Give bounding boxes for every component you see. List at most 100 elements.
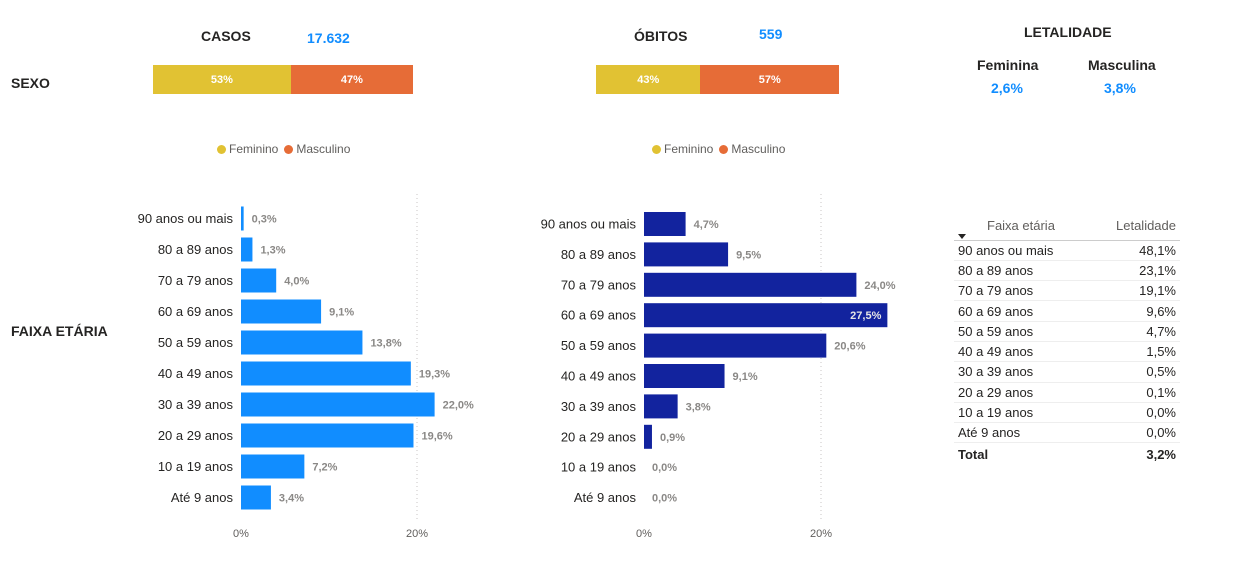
category-label: 60 a 69 anos	[158, 304, 234, 319]
x-tick-label: 0%	[233, 528, 249, 540]
legend-label-feminino: Feminino	[229, 142, 279, 156]
data-label: 19,3%	[419, 369, 450, 381]
category-label: 30 a 39 anos	[158, 397, 234, 412]
cell-letalidade: 9,6%	[1091, 300, 1180, 322]
table-row[interactable]: 80 a 89 anos 23,1%	[954, 260, 1180, 282]
obitos-masculino-segment[interactable]: 57%	[700, 65, 839, 94]
cell-letalidade: 0,1%	[1091, 382, 1180, 403]
bar[interactable]	[241, 454, 305, 479]
cell-letalidade: 1,5%	[1091, 341, 1180, 363]
casos-faixa-etaria-chart: 90 anos ou mais 0,3% 80 a 89 anos 1,3% 70 a …	[138, 194, 474, 540]
legend-item-feminino[interactable]: Feminino	[652, 142, 713, 156]
cell-faixa-etaria: 20 a 29 anos	[954, 382, 1092, 403]
data-label: 9,5%	[736, 249, 761, 261]
table-row[interactable]: 30 a 39 anos 0,5%	[954, 361, 1180, 383]
table-row[interactable]: 10 a 19 anos 0,0%	[954, 402, 1180, 424]
data-label: 1,3%	[260, 245, 285, 257]
obitos-feminino-label: 43%	[637, 73, 660, 86]
obitos-sex-bar[interactable]: 43% 57%	[596, 65, 839, 94]
table-row[interactable]: 70 a 79 anos 19,1%	[954, 280, 1180, 302]
table-row[interactable]: 20 a 29 anos 0,1%	[954, 382, 1180, 403]
bar[interactable]	[241, 206, 244, 231]
legend-label-masculino: Masculino	[731, 142, 786, 156]
cell-letalidade: 23,1%	[1091, 260, 1180, 282]
bar[interactable]	[644, 333, 827, 358]
total-label: Total	[954, 442, 1092, 465]
bar[interactable]	[241, 299, 322, 324]
table-row[interactable]: 60 a 69 anos 9,6%	[954, 300, 1180, 322]
casos-legend: Feminino Masculino	[217, 142, 356, 156]
casos-total: 17.632	[307, 30, 350, 46]
data-label: 3,8%	[686, 401, 711, 413]
bar[interactable]	[644, 424, 652, 449]
x-tick-label: 20%	[406, 528, 428, 540]
category-label: 20 a 29 anos	[158, 428, 234, 443]
category-label: Até 9 anos	[171, 490, 234, 505]
data-label: 13,8%	[370, 338, 401, 350]
bar[interactable]	[644, 364, 725, 388]
legend-item-masculino[interactable]: Masculino	[719, 142, 785, 156]
data-label: 0,0%	[652, 493, 677, 505]
data-label: 7,2%	[312, 462, 337, 474]
category-label: 90 anos ou mais	[541, 217, 637, 232]
bar[interactable]	[241, 423, 414, 448]
data-label: 4,7%	[694, 219, 719, 231]
letalidade-feminina-label: Feminina	[977, 57, 1039, 73]
table-row[interactable]: 90 anos ou mais 48,1%	[954, 240, 1180, 261]
casos-sex-bar[interactable]: 53% 47%	[153, 65, 413, 94]
casos-masculino-label: 47%	[340, 73, 363, 86]
legend-item-feminino[interactable]: Feminino	[217, 142, 278, 156]
data-label: 3,4%	[279, 493, 304, 505]
legend-label-masculino: Masculino	[296, 142, 351, 156]
cell-faixa-etaria: 10 a 19 anos	[954, 402, 1092, 424]
table-row[interactable]: 50 a 59 anos 4,7%	[954, 321, 1180, 342]
bar[interactable]	[644, 212, 686, 236]
cell-letalidade: 0,0%	[1091, 422, 1180, 444]
legend-item-masculino[interactable]: Masculino	[284, 142, 350, 156]
letalidade-table: Faixa etária Letalidade 90 anos ou mais 4…	[954, 212, 1180, 465]
category-label: 70 a 79 anos	[158, 273, 234, 288]
data-label: 4,0%	[284, 276, 309, 288]
feminino-dot-icon	[217, 144, 226, 154]
category-label: 80 a 89 anos	[561, 247, 637, 262]
category-label: 50 a 59 anos	[561, 338, 637, 353]
obitos-title: ÓBITOS	[634, 28, 688, 44]
column-header-faixa-etaria[interactable]: Faixa etária	[954, 212, 1091, 240]
data-label: 0,9%	[660, 432, 685, 444]
bar[interactable]	[241, 330, 363, 355]
cell-letalidade: 0,0%	[1091, 402, 1180, 424]
sort-descending-icon[interactable]	[958, 234, 966, 239]
category-label: 60 a 69 anos	[561, 308, 637, 323]
cell-letalidade: 0,5%	[1091, 361, 1180, 383]
obitos-total: 559	[759, 26, 783, 42]
cell-letalidade: 48,1%	[1091, 240, 1180, 261]
category-label: 90 anos ou mais	[138, 211, 234, 226]
cell-faixa-etaria: 70 a 79 anos	[954, 280, 1092, 302]
bar[interactable]	[241, 268, 277, 293]
obitos-masculino-label: 57%	[758, 73, 781, 86]
table-row[interactable]: Até 9 anos 0,0%	[954, 422, 1180, 444]
bar[interactable]	[644, 242, 729, 267]
masculino-dot-icon	[719, 144, 729, 154]
bar[interactable]	[241, 237, 253, 262]
bar[interactable]	[241, 361, 411, 386]
category-label: 80 a 89 anos	[158, 242, 234, 257]
letalidade-feminina-value: 2,6%	[991, 80, 1023, 96]
obitos-feminino-segment[interactable]: 43%	[596, 65, 701, 94]
bar[interactable]	[644, 272, 857, 297]
casos-feminino-segment[interactable]: 53%	[153, 65, 291, 94]
table-row[interactable]: 40 a 49 anos 1,5%	[954, 341, 1180, 363]
category-label: 40 a 49 anos	[561, 369, 637, 384]
bar[interactable]	[644, 303, 888, 328]
bar[interactable]	[644, 394, 678, 419]
bar[interactable]	[241, 392, 435, 417]
data-label: 27,5%	[850, 310, 881, 322]
obitos-legend: Feminino Masculino	[652, 142, 791, 156]
faixa-etaria-row-label: FAIXA ETÁRIA	[11, 323, 108, 339]
cell-faixa-etaria: 50 a 59 anos	[954, 321, 1092, 342]
column-header-letalidade[interactable]: Letalidade	[1091, 212, 1180, 240]
bar[interactable]	[241, 485, 271, 510]
data-label: 0,0%	[652, 462, 677, 474]
data-label: 19,6%	[421, 431, 452, 443]
casos-masculino-segment[interactable]: 47%	[290, 65, 413, 94]
